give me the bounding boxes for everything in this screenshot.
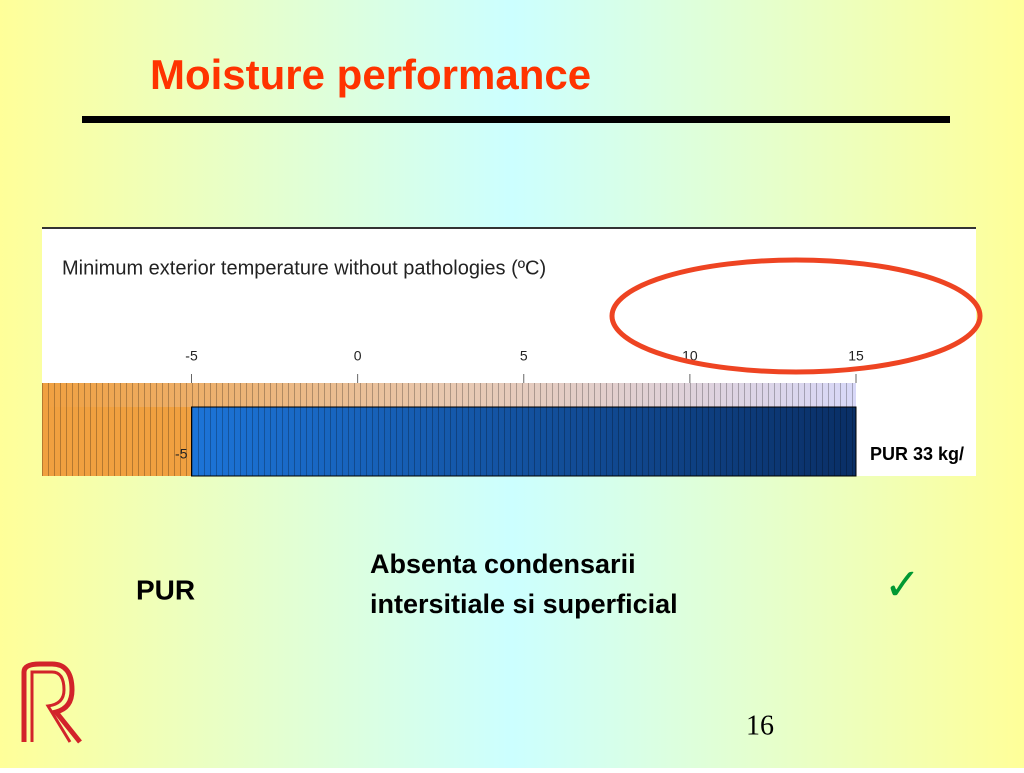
bar-lines — [191, 407, 857, 476]
category-label: PUR 33 kg/ — [870, 444, 964, 464]
material: PUR — [136, 574, 195, 605]
result-line: Absenta condensarii — [370, 549, 636, 579]
chart: Minimum exterior temperature without pat… — [42, 227, 976, 477]
check-mark: ✓ — [884, 561, 921, 610]
x-tick-label: 15 — [848, 348, 864, 364]
x-tick-label: 5 — [520, 348, 528, 364]
value-label: -5 — [175, 446, 188, 462]
logo — [21, 661, 82, 744]
chart-title: Minimum exterior temperature without pat… — [62, 257, 546, 279]
result-line: intersitiale si superficial — [370, 589, 678, 619]
highlight-ellipse — [609, 257, 983, 375]
background-band-lines — [42, 407, 192, 476]
page-number: 16 — [746, 710, 774, 741]
scale-strip-lines — [42, 383, 856, 407]
x-tick-label: 0 — [354, 348, 362, 364]
title-rule — [82, 116, 950, 123]
x-tick-label: -5 — [185, 348, 198, 364]
slide-title: Moisture performance — [150, 51, 591, 98]
